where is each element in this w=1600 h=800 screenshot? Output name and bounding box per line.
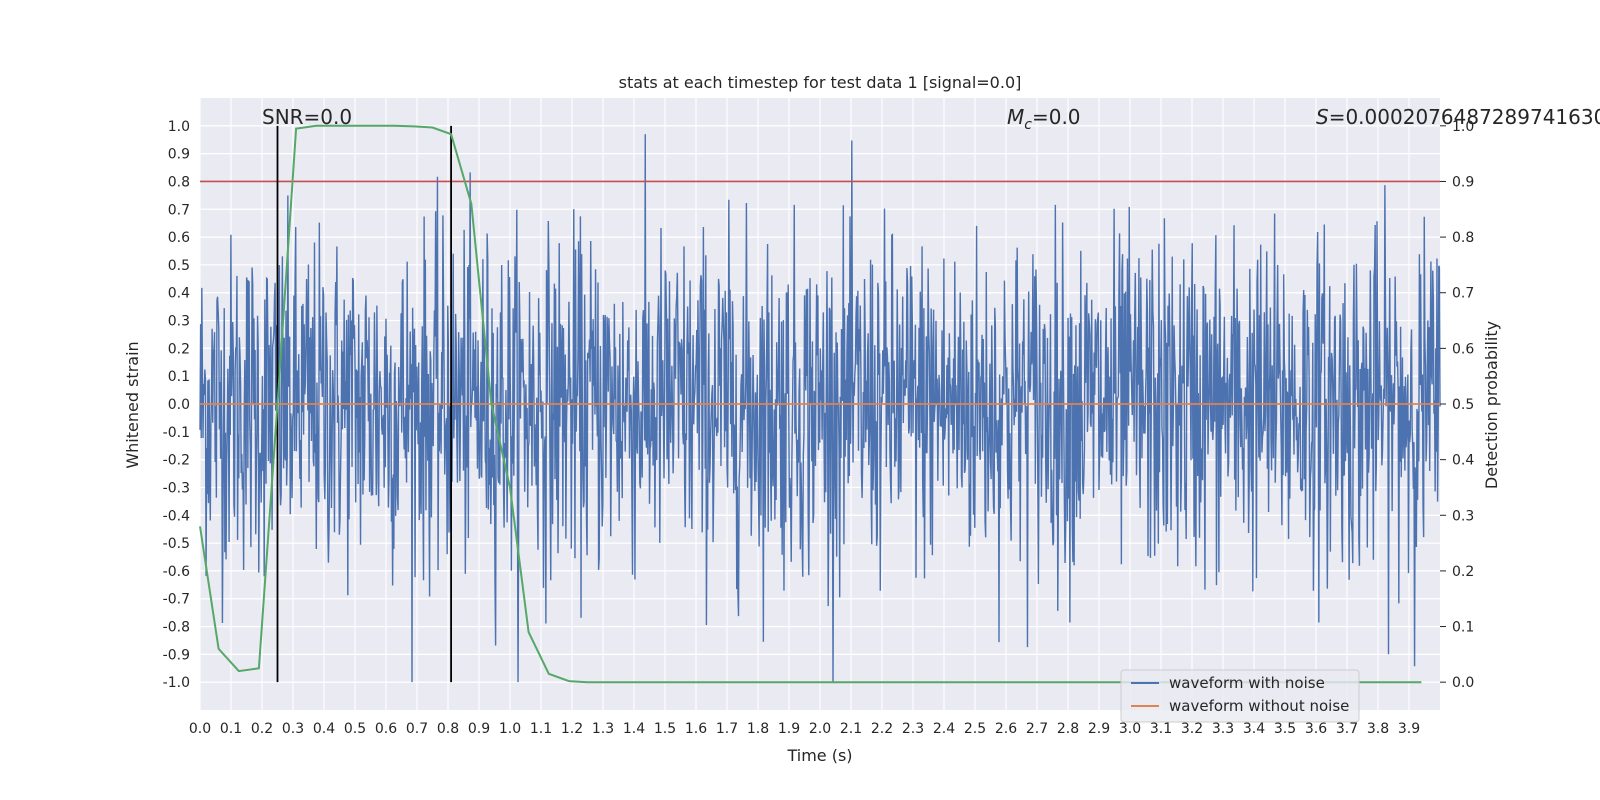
chirp-mass-annotation: Mc=0.0 (1007, 105, 1081, 133)
y-axis-label: Whitened strain (123, 341, 142, 468)
legend-label-clean: waveform without noise (1169, 697, 1349, 715)
legend-box (1120, 669, 1360, 723)
x-tick-label: 1.7 (716, 721, 738, 737)
x-tick-label: 2.9 (1088, 721, 1110, 737)
x-tick-label: 0.3 (282, 721, 304, 737)
mc-value: =0.0 (1032, 105, 1081, 129)
y-tick-label: -0.3 (163, 480, 190, 496)
y-tick-label: 0.0 (168, 397, 190, 413)
x-tick-label: 0.0 (189, 721, 211, 737)
y2-tick-label: 0.9 (1452, 174, 1474, 190)
x-tick-label: 3.5 (1274, 721, 1296, 737)
x-tick-label: 0.4 (313, 721, 335, 737)
y2-tick-label: 0.1 (1452, 620, 1474, 636)
noise-waveform-line (199, 134, 1441, 683)
y-tick-label: 1.0 (168, 119, 190, 135)
y-axis-ticks: 1.0 0.9 0.8 0.7 0.6 0.5 0.4 0.3 0.2 0.1 0.0 -0.1 -0.… (163, 119, 190, 691)
y2-tick-label: 0.4 (1452, 453, 1474, 469)
x-tick-label: 3.2 (1181, 721, 1203, 737)
s-value: =0.00020764872897416306 (1329, 105, 1600, 129)
y-tick-label: 0.8 (168, 174, 190, 190)
x-tick-label: 2.7 (1026, 721, 1048, 737)
x-axis-label: Time (s) (786, 746, 852, 765)
detection-probability-line (199, 124, 1422, 684)
y-tick-label: -0.8 (163, 620, 190, 636)
waveform-with-noise-series (199, 134, 1441, 683)
x-axis-ticks: 0.0 0.1 0.2 0.3 0.4 0.5 0.6 0.7 0.8 0.9 1.0 1.1 1.2 1… (189, 721, 1420, 737)
y-tick-label: 0.3 (168, 314, 190, 330)
y2-tick-label: 1.0 (1452, 119, 1474, 135)
x-tick-label: 1.9 (778, 721, 800, 737)
y2-tick-label: 0.5 (1452, 397, 1474, 413)
y-tick-label: 0.9 (168, 147, 190, 163)
x-tick-label: 3.9 (1398, 721, 1420, 737)
x-tick-label: 3.8 (1367, 721, 1389, 737)
x-tick-label: 2.0 (809, 721, 831, 737)
x-tick-label: 1.4 (623, 721, 645, 737)
x-tick-label: 1.3 (592, 721, 614, 737)
legend-label-noise: waveform with noise (1169, 674, 1325, 692)
y-tick-label: -0.1 (163, 425, 190, 441)
x-tick-label: 2.3 (902, 721, 924, 737)
s-symbol: S (1316, 105, 1329, 129)
x-tick-label: 3.4 (1243, 721, 1265, 737)
y-tick-label: 0.6 (168, 230, 190, 246)
x-tick-label: 2.4 (933, 721, 955, 737)
y-tick-label: -0.2 (163, 453, 190, 469)
y-tick-label: -0.6 (163, 564, 190, 580)
x-tick-label: 2.5 (964, 721, 986, 737)
y-tick-label: -1.0 (163, 675, 190, 691)
y-tick-label: 0.2 (168, 341, 190, 357)
y-tick-label: -0.4 (163, 508, 190, 524)
y-tick-label: -0.9 (163, 647, 190, 663)
y2-tick-label: 0.6 (1452, 341, 1474, 357)
y-tick-label: 0.5 (168, 258, 190, 274)
y2-tick-label: 0.7 (1452, 286, 1474, 302)
x-tick-label: 3.1 (1150, 721, 1172, 737)
x-tick-label: 0.8 (437, 721, 459, 737)
y2-tick-label: 0.3 (1452, 508, 1474, 524)
x-tick-label: 3.7 (1336, 721, 1358, 737)
overlay-series (199, 124, 1440, 684)
x-tick-label: 1.8 (747, 721, 769, 737)
x-tick-label: 2.8 (1057, 721, 1079, 737)
x-tick-label: 2.2 (871, 721, 893, 737)
x-tick-label: 3.0 (1119, 721, 1141, 737)
x-tick-label: 3.6 (1305, 721, 1327, 737)
y-tick-label: -0.5 (163, 536, 190, 552)
x-tick-label: 1.5 (654, 721, 676, 737)
x-tick-label: 0.6 (375, 721, 397, 737)
x-tick-label: 2.1 (840, 721, 862, 737)
y2-axis-label: Detection probability (1482, 321, 1501, 489)
y2-tick-label: 0.2 (1452, 564, 1474, 580)
legend: waveform with noise waveform without noi… (1120, 669, 1360, 723)
y2-axis-ticks: 1.0 0.9 0.8 0.7 0.6 0.5 0.4 0.3 0.2 0.1 0.0 (1440, 119, 1474, 691)
x-tick-label: 1.1 (530, 721, 552, 737)
chart-title: stats at each timestep for test data 1 [… (619, 73, 1022, 92)
y-tick-label: -0.7 (163, 592, 190, 608)
x-tick-label: 1.0 (499, 721, 521, 737)
x-tick-label: 0.5 (344, 721, 366, 737)
x-tick-label: 1.2 (561, 721, 583, 737)
x-tick-label: 3.3 (1212, 721, 1234, 737)
y-tick-label: 0.1 (168, 369, 190, 385)
mc-subscript: c (1024, 117, 1032, 133)
x-tick-label: 0.9 (468, 721, 490, 737)
y-tick-label: 0.4 (168, 286, 190, 302)
s-annotation: S=0.00020764872897416306 (1316, 105, 1600, 129)
y2-tick-label: 0.0 (1452, 675, 1474, 691)
y2-tick-label: 0.8 (1452, 230, 1474, 246)
mc-symbol: M (1007, 105, 1024, 129)
x-tick-label: 0.7 (406, 721, 428, 737)
y-tick-label: 0.7 (168, 202, 190, 218)
snr-annotation: SNR=0.0 (262, 105, 352, 129)
x-tick-label: 1.6 (685, 721, 707, 737)
x-tick-label: 2.6 (995, 721, 1017, 737)
x-tick-label: 0.2 (251, 721, 273, 737)
x-tick-label: 0.1 (220, 721, 242, 737)
